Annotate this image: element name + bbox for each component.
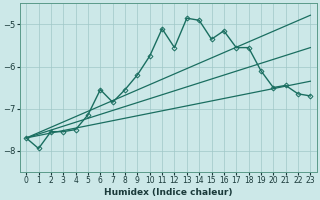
X-axis label: Humidex (Indice chaleur): Humidex (Indice chaleur) (104, 188, 233, 197)
